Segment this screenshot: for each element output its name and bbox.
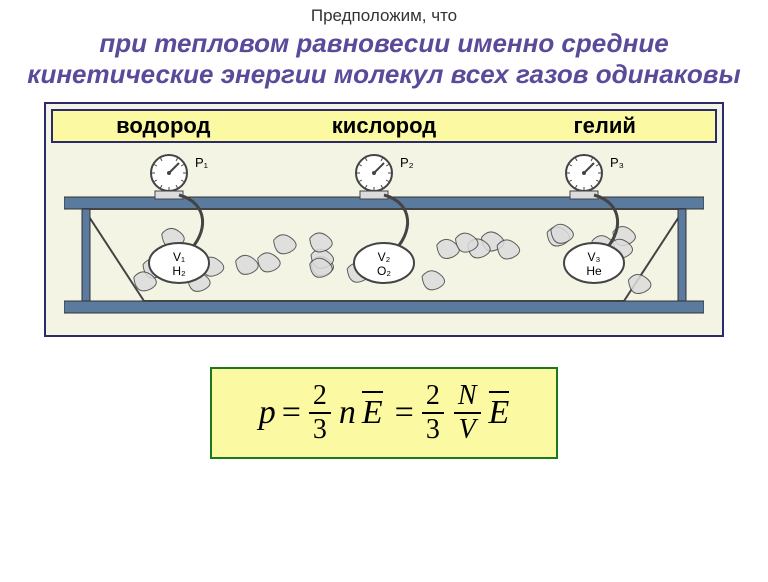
frac-den-3a: 3 xyxy=(309,414,331,446)
svg-text:He: He xyxy=(586,264,602,278)
experiment-panel: водород кислород гелий P₁ V₁H₂ P₂ V₂O₂ P₃ V₃H… xyxy=(44,102,724,337)
gas-label-helium: гелий xyxy=(494,113,715,139)
svg-text:V₂: V₂ xyxy=(378,250,391,264)
formula-eq1: = xyxy=(282,394,301,432)
pretext: Предположим, что xyxy=(0,6,768,26)
main-title: при тепловом равновесии именно средние к… xyxy=(0,26,768,98)
gas-label-oxygen: кислород xyxy=(274,113,495,139)
frac-num-2b: 2 xyxy=(422,380,444,412)
svg-text:H₂: H₂ xyxy=(172,264,186,278)
svg-text:O₂: O₂ xyxy=(377,264,391,278)
apparatus-diagram: P₁ V₁H₂ P₂ V₂O₂ P₃ V₃He xyxy=(64,153,704,315)
formula-frac-23b: 2 3 xyxy=(422,380,444,446)
formula-frac-NV: N V xyxy=(454,380,481,446)
formula-p: p xyxy=(259,394,276,432)
formula-box: p = 2 3 n E = 2 3 N V E xyxy=(210,367,558,459)
svg-text:P₂: P₂ xyxy=(400,155,414,170)
frac-num-2a: 2 xyxy=(309,380,331,412)
formula-eq2: = xyxy=(395,394,414,432)
gas-label-hydrogen: водород xyxy=(53,113,274,139)
formula-Ebar-b: E xyxy=(489,394,510,432)
svg-text:V₃: V₃ xyxy=(588,250,601,264)
formula-frac-23a: 2 3 xyxy=(309,380,331,446)
formula-n: n xyxy=(339,394,356,432)
svg-text:P₃: P₃ xyxy=(610,155,624,170)
frac-num-N: N xyxy=(454,380,481,412)
svg-text:V₁: V₁ xyxy=(173,250,185,264)
gas-labels-band: водород кислород гелий xyxy=(51,109,717,143)
formula: p = 2 3 n E = 2 3 N V E xyxy=(259,380,510,446)
diagram-svg: P₁ V₁H₂ P₂ V₂O₂ P₃ V₃He xyxy=(64,153,704,315)
formula-Ebar-a: E xyxy=(362,394,383,432)
frac-den-3b: 3 xyxy=(422,414,444,446)
svg-text:P₁: P₁ xyxy=(195,155,209,170)
frac-den-V: V xyxy=(455,414,480,446)
